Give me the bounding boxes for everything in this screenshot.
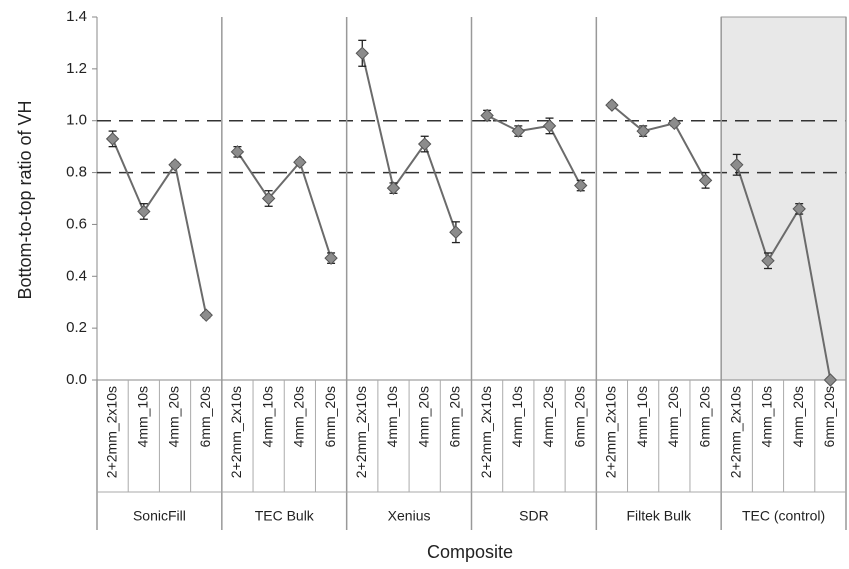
y-tick-label: 0.2 (66, 319, 87, 336)
y-tick-label: 0.4 (66, 267, 87, 284)
data-point (636, 124, 650, 138)
x-tick-label: 6mm_20s (322, 386, 338, 447)
series-line (236, 151, 333, 259)
data-point (386, 181, 401, 195)
y-tick-label: 1.0 (66, 112, 87, 129)
group-label: SDR (519, 508, 549, 524)
x-tick-label: 4mm_10s (135, 386, 151, 447)
y-tick-label: 1.4 (66, 8, 87, 25)
data-point (542, 119, 557, 133)
series-line (611, 104, 707, 181)
x-tick-label: 2+2mm_2x10s (353, 386, 369, 478)
data-point (199, 308, 213, 322)
series-line (111, 138, 208, 316)
data-point (574, 178, 588, 193)
x-tick-label: 2+2mm_2x10s (727, 386, 743, 478)
x-tick-label: 4mm_20s (166, 386, 182, 447)
data-point (761, 254, 775, 268)
data-point (261, 191, 276, 206)
x-tick-label: 4mm_20s (415, 386, 431, 447)
data-point (137, 204, 151, 219)
series-line (361, 53, 457, 233)
data-point (792, 202, 806, 216)
data-point (449, 225, 463, 239)
x-tick-label: 4mm_20s (790, 386, 806, 447)
x-tick-label: 2+2mm_2x10s (603, 386, 619, 478)
x-axis-label: Composite (427, 542, 513, 562)
data-point (667, 116, 682, 131)
group-label: SonicFill (133, 508, 186, 524)
y-tick-label: 0.6 (66, 215, 87, 232)
data-point (355, 46, 369, 61)
data-point (168, 158, 182, 172)
series-line (735, 164, 832, 381)
y-tick-label: 1.2 (66, 60, 87, 77)
group-label: TEC (control) (742, 508, 825, 524)
x-tick-label: 6mm_20s (696, 386, 712, 447)
x-tick-label: 2+2mm_2x10s (478, 386, 494, 478)
x-tick-label: 6mm_20s (571, 386, 587, 447)
series-line (486, 114, 582, 186)
group-label: TEC Bulk (255, 508, 315, 524)
x-tick-label: 2+2mm_2x10s (228, 386, 244, 478)
data-point (480, 108, 494, 123)
x-tick-label: 4mm_10s (509, 386, 525, 447)
group-label: Xenius (388, 508, 431, 524)
data-point (293, 155, 307, 169)
x-tick-label: 6mm_20s (821, 386, 837, 447)
shaded-region (720, 16, 847, 381)
x-tick-label: 4mm_10s (259, 386, 275, 447)
x-tick-label: 4mm_10s (634, 386, 650, 447)
group-label: Filtek Bulk (626, 508, 692, 524)
x-tick-label: 6mm_20s (447, 386, 463, 447)
data-point (698, 173, 713, 188)
y-axis-label: Bottom-to-top ratio of VH (15, 100, 35, 299)
x-tick-label: 4mm_20s (291, 386, 307, 447)
y-tick-label: 0.0 (66, 371, 87, 388)
x-tick-label: 4mm_20s (665, 386, 681, 447)
data-point (230, 145, 245, 159)
data-point (105, 132, 120, 146)
x-tick-label: 2+2mm_2x10s (103, 386, 119, 478)
data-point (511, 124, 526, 138)
x-tick-label: 6mm_20s (197, 386, 213, 447)
x-tick-label: 4mm_20s (540, 386, 556, 447)
data-point (417, 137, 432, 151)
data-point (605, 98, 619, 112)
x-tick-label: 4mm_10s (384, 386, 400, 447)
data-point (324, 251, 338, 265)
x-tick-label: 4mm_10s (759, 386, 775, 447)
data-point (823, 373, 838, 387)
y-tick-label: 0.8 (66, 164, 87, 181)
data-point (730, 158, 744, 172)
